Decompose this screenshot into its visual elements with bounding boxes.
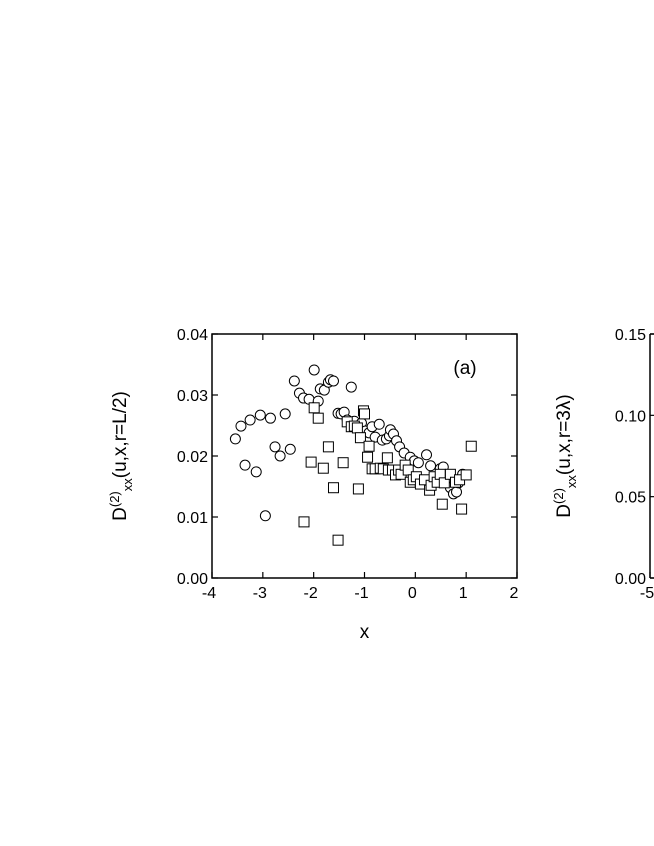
x-tick-label: -5 xyxy=(640,585,654,602)
square-point xyxy=(436,498,448,510)
circle-point xyxy=(451,486,463,498)
y-label-sub: xx xyxy=(564,475,579,489)
square-point xyxy=(381,452,393,464)
square-point xyxy=(317,462,329,474)
circle-point xyxy=(425,460,437,472)
circle-point xyxy=(274,450,286,462)
circle-point xyxy=(250,466,262,478)
x-tick-label: -2 xyxy=(304,585,318,602)
square-point xyxy=(322,441,334,453)
y-label-base: D xyxy=(554,504,575,518)
y-tick-label: 0.00 xyxy=(615,571,646,588)
circle-point xyxy=(229,433,241,445)
x-tick-label: -4 xyxy=(202,585,216,602)
y-label-sup: (2) xyxy=(107,491,122,507)
x-tick-label: 2 xyxy=(510,585,519,602)
circle-point xyxy=(308,364,320,376)
circle-point xyxy=(254,409,266,421)
square-point xyxy=(460,469,472,481)
y-axis-label: D(2)xx(u,x,r=L/2) xyxy=(107,391,135,521)
circle-point xyxy=(264,412,276,424)
x-tick-label: 0 xyxy=(408,585,417,602)
x-axis-label: x xyxy=(360,622,370,643)
circle-point xyxy=(259,510,271,522)
y-tick-label: 0.00 xyxy=(177,571,208,588)
x-tick-label: -1 xyxy=(354,585,368,602)
circle-point xyxy=(412,457,424,469)
square-point xyxy=(359,408,370,420)
y-label-rest: (u,x,r=3λ) xyxy=(554,394,575,475)
circle-point xyxy=(288,375,300,387)
circle-point xyxy=(327,375,339,387)
circle-point xyxy=(345,381,357,393)
square-point xyxy=(352,483,364,495)
x-tick-label: 1 xyxy=(459,585,468,602)
y-tick-label: 0.03 xyxy=(177,388,208,405)
square-point xyxy=(465,440,477,452)
square-point xyxy=(308,402,320,414)
square-point xyxy=(351,422,363,434)
y-axis-label: D(2)xx(u,x,r=3λ) xyxy=(551,394,579,517)
circle-point xyxy=(279,408,291,420)
y-tick-label: 0.02 xyxy=(177,449,208,466)
square-point xyxy=(438,477,450,489)
circle-point xyxy=(269,441,281,453)
square-point xyxy=(327,482,339,494)
circle-point xyxy=(239,459,251,471)
y-label-base: D xyxy=(110,507,131,521)
circle-point xyxy=(284,443,296,455)
square-point xyxy=(362,451,374,463)
square-point xyxy=(305,456,317,468)
circle-point xyxy=(244,414,256,426)
y-label-sup: (2) xyxy=(551,488,566,504)
square-point xyxy=(332,534,344,546)
circle-point xyxy=(373,418,385,430)
square-point xyxy=(298,516,310,528)
y-label-sub: xx xyxy=(120,478,135,492)
panel-label: (a) xyxy=(453,358,476,379)
circle-point xyxy=(235,420,247,432)
square-point xyxy=(312,412,324,424)
y-tick-label: 0.15 xyxy=(615,327,646,344)
square-point xyxy=(354,432,366,444)
circle-point xyxy=(421,449,433,461)
y-tick-label: 0.05 xyxy=(615,490,646,507)
y-tick-label: 0.10 xyxy=(615,408,646,425)
square-point xyxy=(456,503,468,515)
y-tick-label: 0.04 xyxy=(177,327,208,344)
square-point xyxy=(337,457,349,469)
y-label-rest: (u,x,r=L/2) xyxy=(110,391,131,478)
x-tick-label: -3 xyxy=(253,585,267,602)
y-tick-label: 0.01 xyxy=(177,510,208,527)
square-point xyxy=(363,440,375,452)
